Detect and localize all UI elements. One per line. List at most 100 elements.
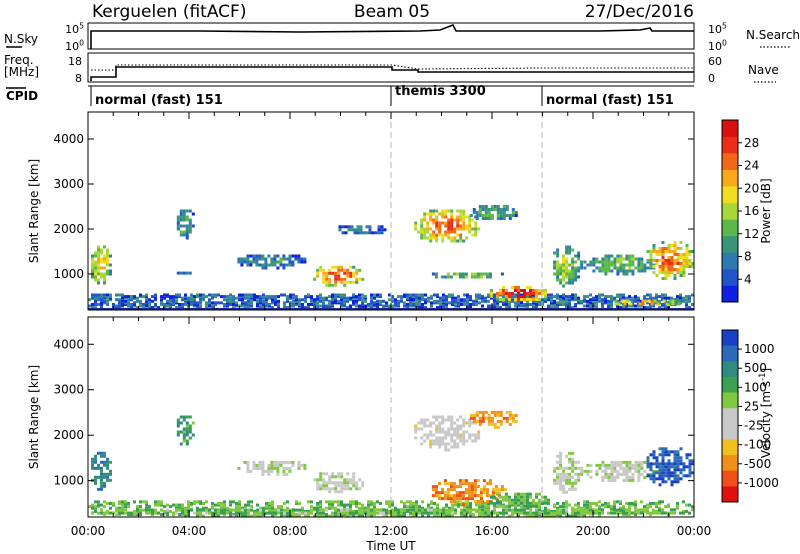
echo-cell	[610, 472, 614, 476]
echo-cell	[280, 514, 283, 517]
echo-cell	[685, 247, 689, 250]
echo-cell	[628, 513, 631, 517]
echo-cell	[316, 306, 319, 310]
echo-cell	[355, 299, 358, 303]
echo-cell	[614, 302, 618, 306]
echo-cell	[456, 215, 460, 219]
echo-cell	[109, 472, 112, 476]
echo-cell	[640, 472, 644, 476]
echo-cell	[277, 299, 280, 303]
echo-cell	[319, 487, 323, 491]
colorbar-tick-label: -1000	[744, 476, 779, 490]
echo-cell	[409, 508, 412, 512]
echo-cell	[616, 266, 620, 270]
echo-cell	[529, 298, 532, 301]
echo-cell	[109, 296, 112, 300]
echo-cell	[661, 277, 665, 280]
echo-cell	[286, 511, 289, 515]
echo-cell	[403, 514, 406, 517]
echo-cell	[577, 472, 581, 476]
echo-cell	[316, 298, 319, 302]
echo-cell	[283, 511, 286, 515]
echo-cell	[495, 492, 499, 496]
echo-cell	[273, 260, 277, 264]
echo-cell	[565, 257, 569, 261]
echo-cell	[616, 254, 620, 258]
echo-cell	[439, 302, 442, 306]
echo-cell	[226, 299, 229, 303]
echo-cell	[367, 505, 370, 509]
echo-cell	[652, 453, 656, 457]
echo-cell	[316, 514, 319, 517]
echo-cell	[409, 503, 412, 507]
echo-cell	[379, 301, 382, 305]
echo-cell	[202, 298, 205, 302]
echo-cell	[441, 215, 445, 219]
echo-cell	[622, 460, 626, 464]
echo-cell	[523, 504, 526, 508]
echo-cell	[616, 472, 620, 476]
echo-cell	[650, 302, 654, 306]
echo-cell	[211, 295, 214, 299]
echo-cell	[271, 506, 274, 510]
echo-cell	[352, 271, 356, 275]
echo-cell	[547, 511, 550, 515]
echo-cell	[459, 209, 463, 213]
echo-cell	[453, 427, 457, 431]
echo-cell	[295, 295, 298, 299]
echo-cell	[643, 475, 647, 479]
echo-cell	[499, 422, 503, 426]
echo-cell	[619, 466, 623, 470]
echo-cell	[304, 306, 307, 310]
echo-cell	[285, 460, 289, 464]
echo-cell	[252, 257, 256, 261]
echo-cell	[328, 304, 331, 308]
echo-cell	[325, 484, 329, 488]
echo-cell	[553, 301, 556, 305]
echo-cell	[676, 477, 680, 481]
echo-cell	[394, 299, 397, 303]
echo-cell	[337, 490, 341, 494]
echo-cell	[211, 301, 214, 305]
echo-cell	[268, 503, 271, 507]
echo-cell	[508, 299, 511, 303]
echo-cell	[625, 511, 628, 515]
echo-cell	[196, 302, 199, 306]
echo-cell	[601, 257, 605, 261]
echo-cell	[511, 214, 515, 217]
echo-cell	[142, 306, 145, 310]
echo-cell	[349, 478, 353, 482]
echo-cell	[349, 481, 353, 485]
echo-cell	[325, 481, 329, 485]
echo-cell	[148, 511, 151, 515]
echo-cell	[426, 227, 430, 231]
echo-cell	[470, 485, 474, 489]
echo-cell	[444, 209, 448, 213]
echo-cell	[196, 500, 199, 504]
echo-cell	[343, 302, 346, 306]
echo-cell	[367, 304, 370, 308]
echo-cell	[495, 501, 499, 505]
echo-cell	[94, 296, 97, 300]
echo-cell	[446, 275, 450, 279]
echo-cell	[667, 262, 671, 265]
echo-cell	[276, 466, 280, 470]
echo-cell	[184, 293, 187, 297]
echo-cell	[232, 302, 235, 306]
echo-cell	[613, 508, 616, 512]
echo-cell	[649, 468, 653, 472]
echo-cell	[286, 299, 289, 303]
echo-cell	[640, 466, 644, 470]
echo-cell	[664, 277, 668, 280]
echo-cell	[267, 466, 271, 470]
echo-cell	[277, 295, 280, 299]
echo-cell	[556, 466, 560, 470]
echo-cell	[638, 302, 642, 306]
echo-cell	[370, 501, 373, 505]
echo-cell	[106, 478, 109, 482]
echo-cell	[667, 265, 671, 268]
echo-cell	[94, 260, 97, 264]
echo-cell	[184, 299, 187, 303]
echo-cell	[637, 257, 641, 261]
echo-cell	[316, 295, 319, 299]
